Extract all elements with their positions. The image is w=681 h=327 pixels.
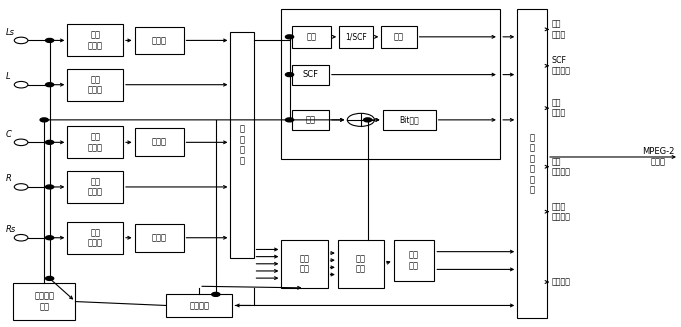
FancyBboxPatch shape	[67, 171, 123, 203]
Text: 子带
滤波器: 子带 滤波器	[88, 75, 103, 95]
Text: 电平: 电平	[305, 115, 315, 124]
FancyBboxPatch shape	[230, 32, 253, 258]
Text: 子带
滤波器: 子带 滤波器	[88, 133, 103, 152]
Text: 子带
滤波器: 子带 滤波器	[88, 228, 103, 248]
Circle shape	[212, 292, 220, 296]
Text: 动态
串话: 动态 串话	[409, 251, 419, 270]
FancyBboxPatch shape	[67, 69, 123, 101]
Text: 量化: 量化	[394, 32, 404, 41]
Text: 动态
串话模式: 动态 串话模式	[551, 157, 570, 177]
FancyBboxPatch shape	[338, 240, 384, 288]
Text: 预量化: 预量化	[152, 36, 167, 45]
Circle shape	[364, 118, 372, 122]
FancyBboxPatch shape	[166, 294, 232, 317]
Text: Rs: Rs	[6, 225, 16, 234]
FancyBboxPatch shape	[291, 26, 331, 48]
Text: SCF
比例因子: SCF 比例因子	[551, 56, 570, 76]
Circle shape	[46, 140, 54, 144]
Circle shape	[46, 236, 54, 240]
FancyBboxPatch shape	[517, 9, 547, 318]
Text: R: R	[6, 174, 12, 183]
FancyBboxPatch shape	[381, 26, 417, 48]
Circle shape	[285, 118, 294, 122]
Text: 采样: 采样	[306, 32, 316, 41]
FancyBboxPatch shape	[135, 26, 183, 54]
Text: 比特
分配数: 比特 分配数	[551, 98, 565, 118]
FancyBboxPatch shape	[339, 26, 373, 48]
Text: 通道选择: 通道选择	[189, 301, 209, 310]
Text: L: L	[6, 72, 11, 81]
Circle shape	[46, 39, 54, 43]
Text: 预测选择: 预测选择	[551, 278, 570, 286]
Circle shape	[40, 118, 48, 122]
Text: 心理声学
模型: 心理声学 模型	[34, 292, 54, 311]
Text: 复
接
成
帧
模
块: 复 接 成 帧 模 块	[530, 133, 535, 194]
Text: 子带
滤波器: 子带 滤波器	[88, 177, 103, 197]
FancyBboxPatch shape	[383, 110, 436, 130]
FancyBboxPatch shape	[291, 110, 329, 130]
Text: 预量化: 预量化	[152, 138, 167, 147]
Text: Ls: Ls	[6, 28, 15, 37]
Text: Bit分配: Bit分配	[399, 115, 419, 124]
Circle shape	[46, 185, 54, 189]
FancyBboxPatch shape	[67, 222, 123, 254]
FancyBboxPatch shape	[281, 9, 501, 159]
Text: 矩
阵
变
换: 矩 阵 变 换	[240, 125, 244, 165]
FancyBboxPatch shape	[291, 64, 329, 85]
FancyBboxPatch shape	[13, 283, 76, 320]
FancyBboxPatch shape	[281, 240, 328, 288]
FancyBboxPatch shape	[394, 240, 434, 281]
FancyBboxPatch shape	[135, 224, 183, 251]
Text: 1/SCF: 1/SCF	[345, 32, 367, 41]
Text: 预测
计算: 预测 计算	[300, 254, 309, 273]
Circle shape	[46, 83, 54, 87]
FancyBboxPatch shape	[135, 129, 183, 156]
Circle shape	[285, 35, 294, 39]
Text: 编码
取样値: 编码 取样値	[551, 20, 565, 39]
Circle shape	[46, 277, 54, 280]
FancyBboxPatch shape	[67, 126, 123, 158]
Circle shape	[285, 73, 294, 77]
Text: 预量化: 预量化	[152, 233, 167, 242]
Text: 通道
转换: 通道 转换	[356, 254, 366, 273]
Text: 多声道
预测信息: 多声道 预测信息	[551, 202, 570, 221]
Text: C: C	[6, 130, 12, 139]
Text: MPEG-2
比特流: MPEG-2 比特流	[642, 147, 675, 167]
Text: 子带
滤波器: 子带 滤波器	[88, 31, 103, 50]
FancyBboxPatch shape	[67, 25, 123, 56]
Text: SCF: SCF	[302, 70, 318, 79]
